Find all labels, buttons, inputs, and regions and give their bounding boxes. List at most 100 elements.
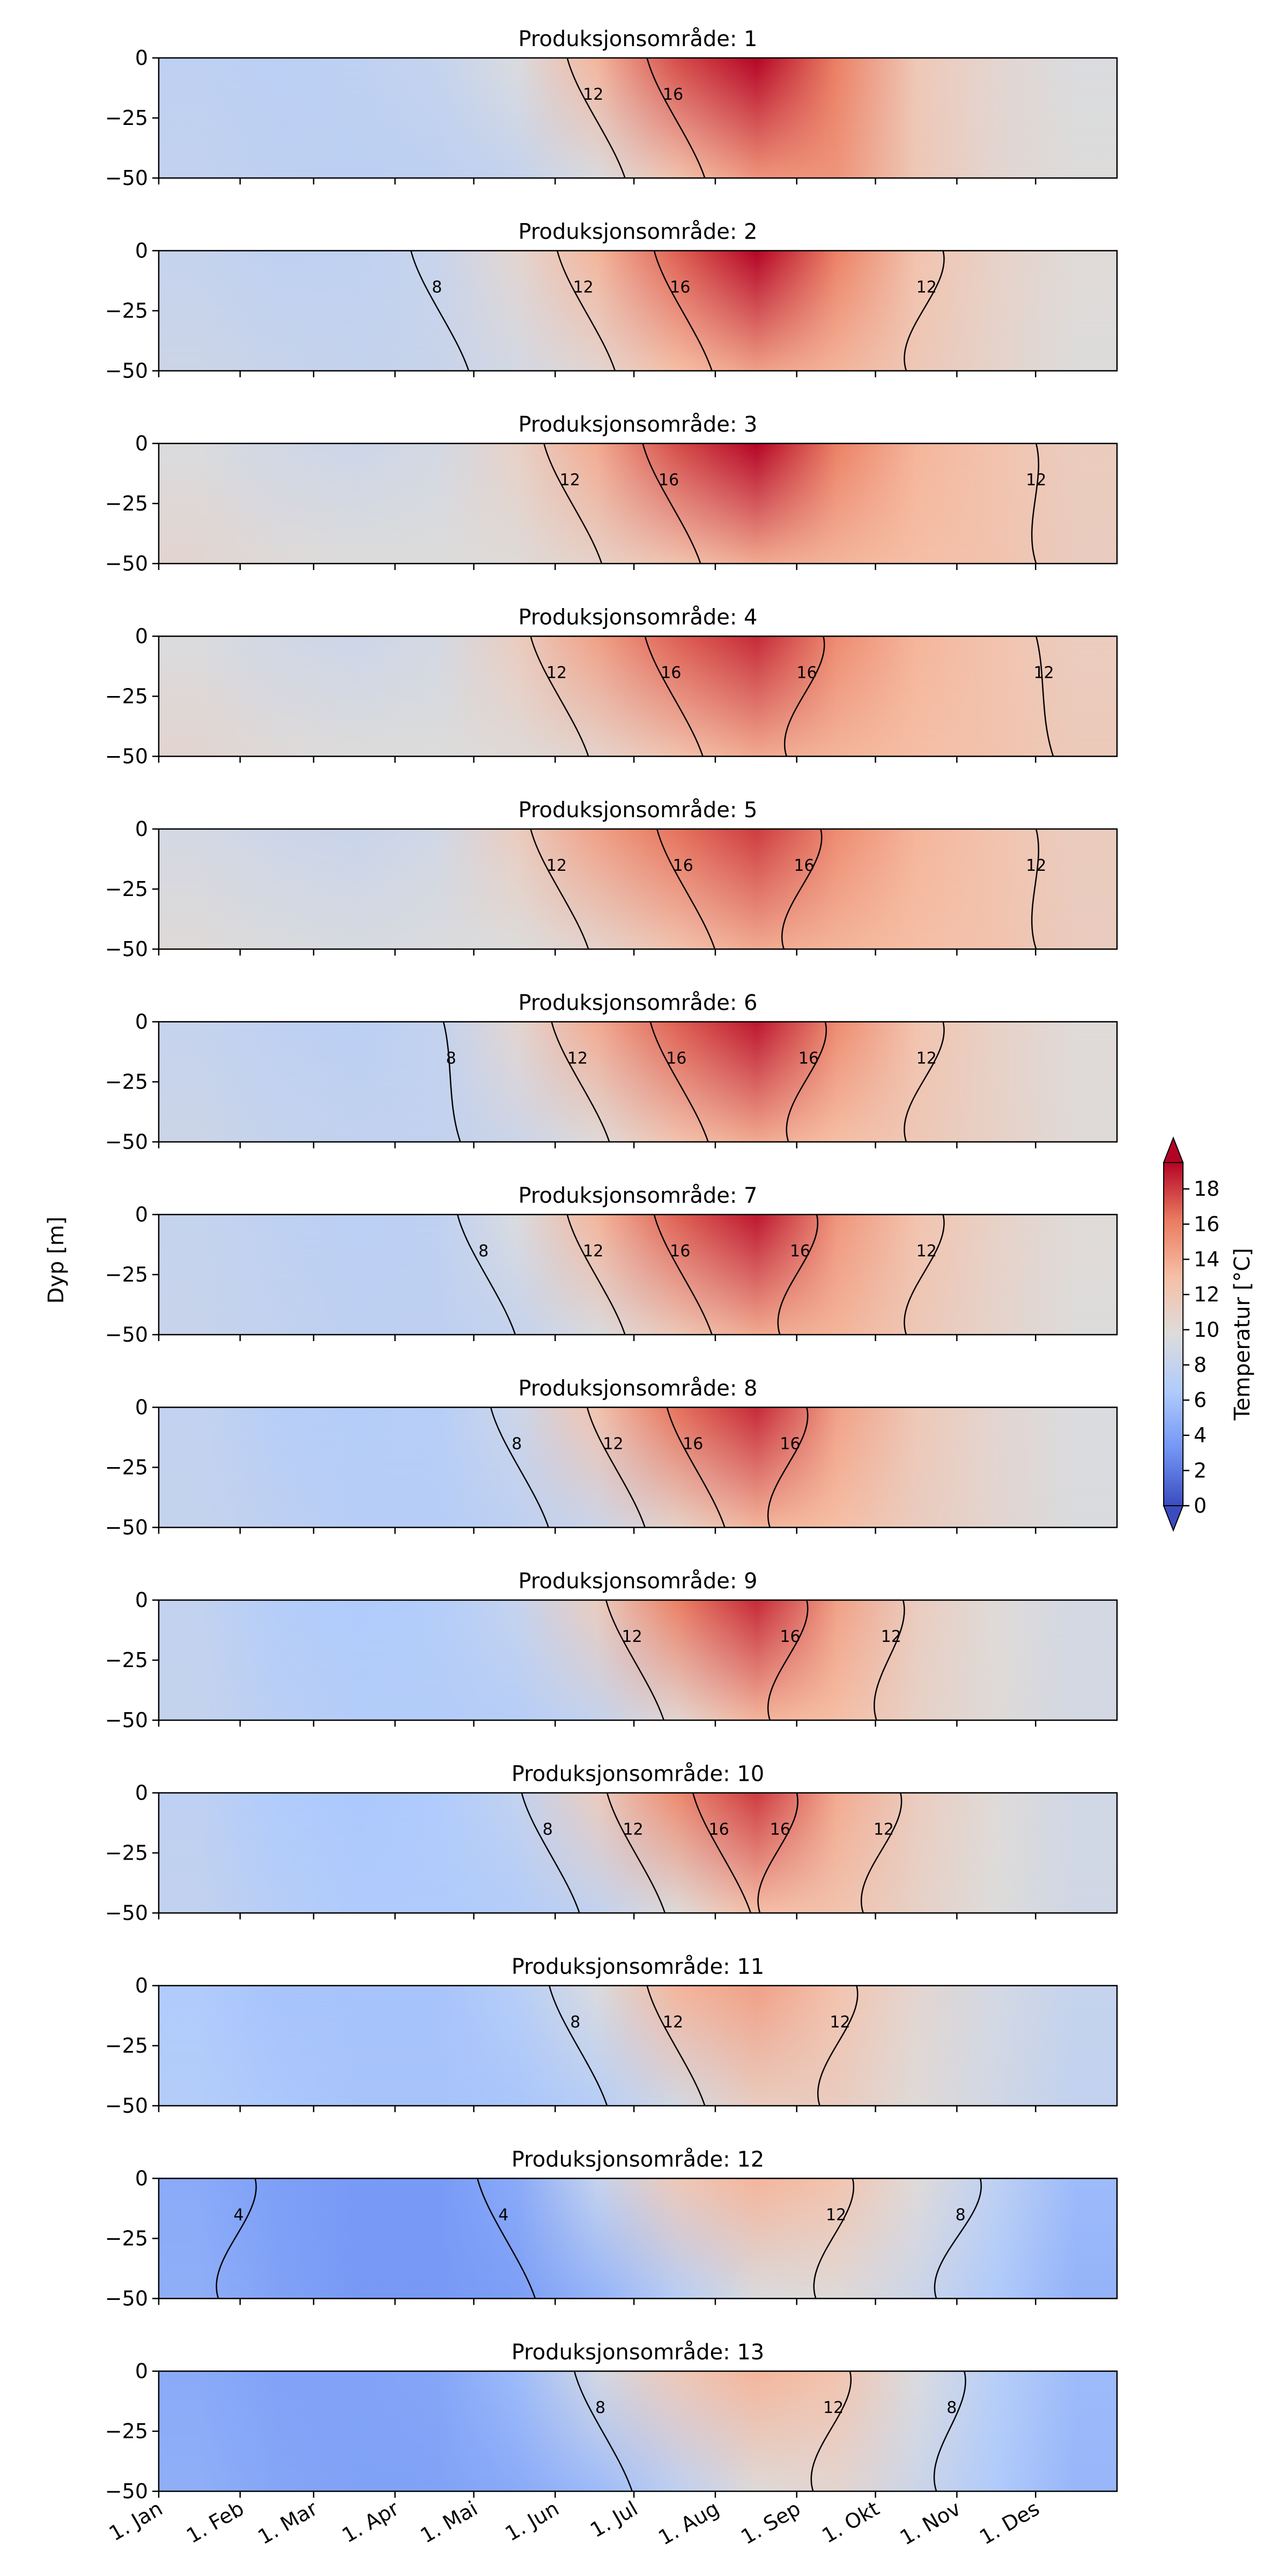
contour-line (873, 1600, 905, 1721)
x-tick-label: 1. Aug (654, 2497, 723, 2550)
contour-line (767, 1407, 809, 1528)
y-tick-label: −25 (105, 1456, 148, 1479)
contour-line (656, 828, 716, 950)
contour-line (757, 1793, 798, 1913)
y-tick-label: 0 (135, 625, 148, 648)
colorbar-label: Temperatur [°C] (1230, 1248, 1255, 1421)
colorbar-tick-label: 6 (1194, 1388, 1207, 1412)
contour-label: 16 (780, 1435, 800, 1454)
y-tick-label: −25 (105, 1263, 148, 1286)
y-tick-label: 0 (135, 2167, 148, 2190)
contour-line (549, 1985, 608, 2106)
panel: Produksjonsområde: 9 0 −25 −50 16 12 12 (105, 1569, 1118, 1732)
contour-label: 16 (670, 278, 690, 297)
contour-line (646, 1985, 706, 2106)
colorbar-gradient (1164, 1163, 1183, 1506)
contour-line (543, 443, 603, 564)
x-tick-label: 1. Feb (182, 2497, 248, 2548)
contour-line (933, 2371, 966, 2492)
contour-line (786, 1021, 827, 1142)
contour-label: 12 (546, 664, 567, 683)
y-tick-label: −25 (105, 2034, 148, 2057)
contour-label: 8 (956, 2206, 966, 2225)
x-tick-label: 1. Okt (818, 2497, 883, 2548)
contour-line (767, 1600, 809, 1721)
colorbar-tick-label: 2 (1194, 1459, 1207, 1482)
y-tick-label: −25 (105, 2419, 148, 2443)
heatmap-surface (159, 1986, 1117, 2106)
contour-label: 8 (512, 1435, 522, 1454)
contour-line (817, 1985, 859, 2106)
colorbar-tick-label: 14 (1194, 1248, 1219, 1271)
panel-title: Produksjonsområde: 4 (518, 605, 757, 630)
contour-label: 12 (916, 278, 937, 297)
contour-label: 12 (826, 2206, 846, 2225)
contour-label: 12 (546, 856, 567, 875)
y-tick-label: 0 (135, 1974, 148, 1997)
colorbar-tick-label: 0 (1194, 1494, 1207, 1518)
contour-label: 12 (622, 1627, 642, 1646)
y-tick-label: 0 (135, 1588, 148, 1612)
heatmap-surface (159, 1407, 1117, 1528)
contour-line (530, 828, 589, 950)
panel: Produksjonsområde: 7 0 −25 −50 8 16 16 12 12 (105, 1183, 1118, 1346)
contour-label: 12 (874, 1820, 894, 1839)
panel-title: Produksjonsområde: 3 (518, 412, 757, 437)
contour-label: 16 (683, 1435, 703, 1454)
contour-label: 12 (881, 1627, 901, 1646)
contour-label: 12 (560, 471, 580, 490)
contour-line (813, 2178, 855, 2299)
y-tick-label: −50 (105, 552, 148, 575)
contour-line (551, 1021, 610, 1142)
x-tick-label: 1. Des (975, 2497, 1044, 2549)
contour-label: 8 (543, 1820, 553, 1839)
y-tick-label: −50 (105, 166, 148, 190)
y-tick-label: 0 (135, 1781, 148, 1805)
colorbar-tick-label: 4 (1194, 1424, 1207, 1447)
y-tick-label: −50 (105, 1516, 148, 1539)
contour-label: 12 (916, 1049, 937, 1068)
colorbar: 0 2 4 6 8 10 12 14 16 18 Temperatur [°C] (1163, 1136, 1255, 1532)
contour-line (556, 250, 616, 371)
contour-label: 12 (573, 278, 594, 297)
x-axis-ticks: 1. Jan 1. Feb 1. Mar 1. Apr 1. Mai 1. Jun 1. J… (105, 2497, 1044, 2550)
y-tick-label: −25 (105, 685, 148, 708)
heatmap-surface (159, 829, 1117, 949)
y-tick-label: 0 (135, 239, 148, 263)
contour-label: 4 (498, 2206, 508, 2225)
x-tick-label: 1. Apr (338, 2497, 403, 2548)
y-tick-label: 0 (135, 817, 148, 841)
contour-line (490, 1407, 550, 1528)
y-tick-label: −50 (105, 2094, 148, 2118)
y-tick-label: −50 (105, 2479, 148, 2503)
contour-line (1031, 828, 1040, 950)
contour-line (456, 1214, 516, 1335)
panel: Produksjonsområde: 10 0 −25 −50 8 12 12 16 16 (105, 1762, 1118, 1925)
x-tick-label: 1. Sep (737, 2497, 804, 2549)
y-tick-label: −25 (105, 1648, 148, 1672)
panel-title: Produksjonsområde: 13 (512, 2340, 764, 2365)
panel: Produksjonsområde: 13 0 −25 −50 8 8 12 (105, 2340, 1118, 2503)
panel-title: Produksjonsområde: 1 (518, 27, 757, 51)
contour-label: 8 (446, 1049, 456, 1068)
contour-line (1035, 636, 1054, 757)
y-tick-label: 0 (135, 2359, 148, 2383)
y-tick-label: −25 (105, 1070, 148, 1094)
y-tick-label: −50 (105, 1708, 148, 1732)
contour-line (649, 1021, 709, 1142)
contour-line (642, 443, 701, 564)
panel: Produksjonsområde: 5 0 −25 −50 16 16 12 12 (105, 798, 1118, 961)
contour-label: 12 (603, 1435, 623, 1454)
contour-label: 12 (583, 1242, 603, 1261)
panel: Produksjonsområde: 11 0 −25 −50 12 12 8 (105, 1955, 1118, 2118)
contour-line (653, 1214, 713, 1335)
panel-title: Produksjonsområde: 10 (512, 1762, 764, 1787)
contour-line (573, 2371, 633, 2492)
colorbar-tick-label: 12 (1194, 1283, 1219, 1306)
heatmap-surface (159, 1021, 1117, 1142)
contour-label: 16 (798, 1049, 819, 1068)
contour-line (781, 828, 823, 950)
y-tick-label: 0 (135, 432, 148, 455)
